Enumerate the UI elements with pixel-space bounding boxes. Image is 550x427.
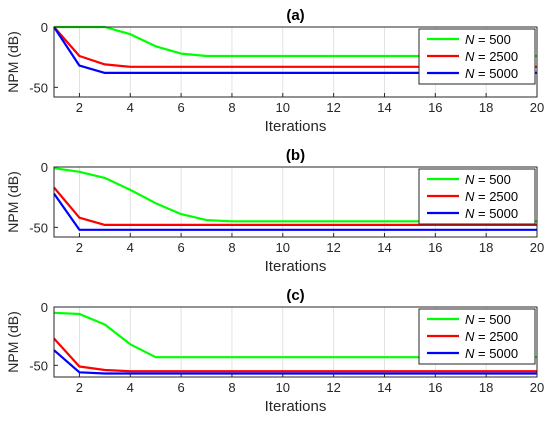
x-tick-label: 2 bbox=[76, 100, 83, 115]
y-tick-label: -50 bbox=[29, 358, 48, 373]
x-tick-label: 18 bbox=[479, 380, 493, 395]
x-tick-label: 2 bbox=[76, 240, 83, 255]
x-axis-label: Iterations bbox=[265, 118, 327, 135]
x-tick-label: 8 bbox=[228, 100, 235, 115]
legend-label: N = 5000 bbox=[465, 346, 518, 361]
legend-label: N = 2500 bbox=[465, 49, 518, 64]
x-tick-label: 8 bbox=[228, 380, 235, 395]
y-axis-label: NPM (dB) bbox=[5, 171, 21, 232]
y-tick-label: 0 bbox=[41, 160, 48, 175]
x-tick-label: 6 bbox=[177, 240, 184, 255]
x-tick-label: 4 bbox=[127, 240, 134, 255]
y-tick-label: 0 bbox=[41, 20, 48, 35]
y-axis-label: NPM (dB) bbox=[5, 31, 21, 92]
y-axis-label: NPM (dB) bbox=[5, 311, 21, 372]
x-tick-label: 14 bbox=[377, 380, 391, 395]
x-tick-label: 12 bbox=[326, 100, 340, 115]
x-tick-label: 18 bbox=[479, 240, 493, 255]
series-line-3 bbox=[53, 349, 537, 375]
legend-label: N = 500 bbox=[465, 172, 511, 187]
legend: N = 500 N = 2500 N = 5000 bbox=[418, 168, 536, 225]
x-tick-label: 16 bbox=[428, 100, 442, 115]
x-tick-label: 12 bbox=[326, 380, 340, 395]
x-tick-label: 8 bbox=[228, 240, 235, 255]
x-tick-label: 4 bbox=[127, 380, 134, 395]
x-tick-label: 10 bbox=[276, 100, 290, 115]
x-tick-label: 16 bbox=[428, 380, 442, 395]
x-tick-label: 20 bbox=[530, 380, 544, 395]
legend-label: N = 2500 bbox=[465, 189, 518, 204]
x-tick-label: 14 bbox=[377, 100, 391, 115]
x-axis-label: Iterations bbox=[265, 258, 327, 275]
axes-frame bbox=[53, 306, 538, 378]
chart-panel-3: 2 4 6 8 10 12 14 16 18 20 0 -50 (c) Iterations NPM (dB… bbox=[5, 287, 544, 415]
legend-label: N = 5000 bbox=[465, 66, 518, 81]
x-tick-label: 20 bbox=[530, 100, 544, 115]
series-line-3 bbox=[53, 192, 537, 231]
y-tick-label: -50 bbox=[29, 80, 48, 95]
y-tick-label: 0 bbox=[41, 300, 48, 315]
x-tick-label: 20 bbox=[530, 240, 544, 255]
x-tick-label: 6 bbox=[177, 100, 184, 115]
x-tick-label: 10 bbox=[276, 380, 290, 395]
legend: N = 500 N = 2500 N = 5000 bbox=[418, 308, 536, 365]
axes-frame bbox=[53, 166, 538, 238]
legend-label: N = 500 bbox=[465, 312, 511, 327]
x-axis-label: Iterations bbox=[265, 398, 327, 415]
series-line-2 bbox=[53, 337, 537, 373]
x-tick-label: 18 bbox=[479, 100, 493, 115]
y-tick-label: -50 bbox=[29, 220, 48, 235]
axes-frame bbox=[53, 26, 538, 98]
chart-panel-2: 2 4 6 8 10 12 14 16 18 20 0 -50 (b) Iterations NPM (dB… bbox=[5, 147, 544, 275]
x-tick-label: 16 bbox=[428, 240, 442, 255]
x-tick-label: 6 bbox=[177, 380, 184, 395]
legend: N = 500 N = 2500 N = 5000 bbox=[418, 28, 536, 85]
chart-title: (a) bbox=[286, 7, 304, 24]
chart-title: (b) bbox=[286, 147, 305, 164]
chart-title: (c) bbox=[286, 287, 304, 304]
x-tick-label: 2 bbox=[76, 380, 83, 395]
series-line-2 bbox=[53, 186, 537, 226]
chart-panel-1: 2 4 6 8 10 12 14 16 18 20 0 -50 (a) Iterations NPM (dB… bbox=[5, 7, 544, 135]
legend-label: N = 5000 bbox=[465, 206, 518, 221]
x-tick-label: 10 bbox=[276, 240, 290, 255]
x-tick-label: 12 bbox=[326, 240, 340, 255]
x-tick-label: 14 bbox=[377, 240, 391, 255]
legend-label: N = 500 bbox=[465, 32, 511, 47]
x-tick-label: 4 bbox=[127, 100, 134, 115]
legend-label: N = 2500 bbox=[465, 329, 518, 344]
